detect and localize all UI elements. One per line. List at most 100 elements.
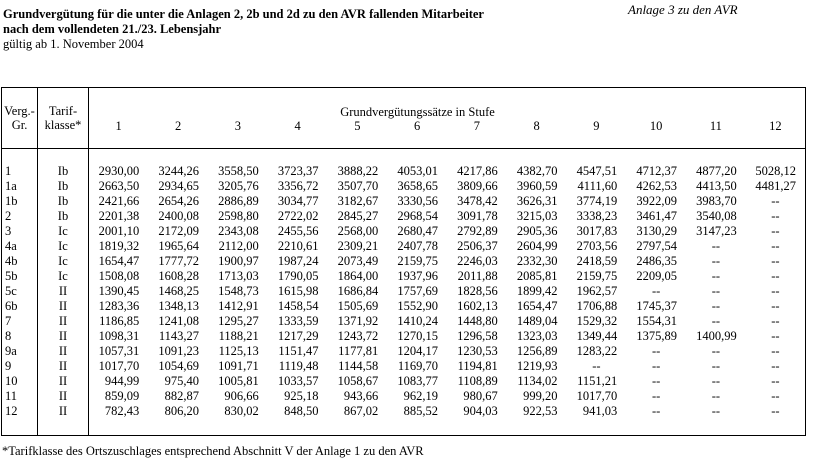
stufe-value-cell: 1091,71: [218, 358, 259, 373]
stufe-value-cell: 1151,21: [577, 373, 618, 388]
stufe-value-cell: 1757,69: [397, 283, 438, 298]
stufe-value-cell: 1937,96: [397, 268, 438, 283]
stufe-value-cell: 980,67: [463, 388, 498, 403]
stufe-value-cell: 922,53: [523, 403, 558, 418]
empty-value-cell: --: [711, 343, 721, 358]
tarifklasse-cell: Ib: [37, 193, 89, 209]
stufe-value-cell: 3809,66: [457, 178, 498, 193]
spacer-cell: [89, 419, 806, 436]
stufe-value-cell: 2159,75: [397, 253, 438, 268]
table-row-5c: 5c II 1390,45 1468,25 1548,73 1615,98 1686,84 1…: [1, 283, 806, 299]
empty-value-cell: --: [771, 253, 780, 268]
stufe-value-cell: 1230,53: [457, 343, 498, 358]
table-row-4a: 4a Ic 1819,32 1965,64 2112,00 2210,61 2309,21 2…: [1, 238, 806, 254]
empty-value-cell: --: [651, 388, 661, 403]
table-row-2: 2 Ib 2201,38 2400,08 2598,80 2722,02 2845,27 29…: [1, 208, 806, 224]
stufe-value-cell: 3658,65: [397, 178, 438, 193]
stufe-value-cell: 3558,50: [218, 163, 259, 178]
stufe-value-cell: 1371,92: [337, 313, 379, 328]
empty-value-cell: --: [651, 373, 661, 388]
stufe-value-cell: 1654,47: [98, 253, 140, 268]
stufe-value-cell: 3461,47: [636, 208, 677, 223]
stufe-value-cell: 2703,56: [576, 238, 618, 253]
empty-value-cell: --: [771, 403, 780, 418]
stufe-value-cell: 1790,05: [277, 268, 319, 283]
stufe-value-cell: 848,50: [284, 403, 319, 418]
stufe-value-cell: 1505,69: [337, 298, 379, 313]
stufe-value-cell: 1713,03: [218, 268, 259, 283]
stufe-value-cell: 3888,22: [337, 163, 379, 178]
empty-value-cell: --: [771, 388, 780, 403]
stufe-value-cell: 2797,54: [636, 238, 677, 253]
stufe-value-cell: 1900,97: [218, 253, 259, 268]
stufe-value-cell: 1194,81: [457, 358, 498, 373]
stufe-value-cell: 1108,89: [457, 373, 498, 388]
spacer-cell: [37, 148, 89, 164]
table-row-5b: 5b Ic 1508,08 1608,28 1713,03 1790,05 1864,00 1…: [1, 268, 806, 284]
stufe-value-cell: 2201,38: [98, 208, 140, 223]
tarifklasse-cell: II: [37, 403, 89, 419]
stufe-value-cell: 1554,31: [636, 313, 677, 328]
stufe-value-cell: 2934,65: [158, 178, 199, 193]
table-row-4b: 4b Ic 1654,47 1777,72 1900,97 1987,24 2073,49 2…: [1, 253, 806, 269]
header-stufe-8: 8: [506, 118, 567, 149]
header-stufe-4: 4: [267, 118, 328, 149]
annotation-top-right: Anlage 3 zu den AVR: [628, 2, 738, 17]
stufe-value-cell: 1134,02: [517, 373, 558, 388]
stufe-value-cell: 2418,59: [576, 253, 618, 268]
validity-date: gültig ab 1. November 2004: [3, 37, 144, 51]
header-tarifklasse-line1: Tarif-: [48, 104, 78, 118]
header-stufe-9: 9: [566, 118, 627, 149]
stufe-value-cell: 2309,21: [337, 238, 379, 253]
stufe-value-cell: 4382,70: [516, 163, 558, 178]
stufe-value-cell: 1962,57: [576, 283, 618, 298]
stufe-value-cell: 882,87: [164, 388, 199, 403]
stufe-value-cell: 3147,23: [696, 223, 737, 238]
stufe-value-cell: 3356,72: [277, 178, 319, 193]
stufe-value-cell: 2210,61: [277, 238, 319, 253]
header-stufe-1: 1: [88, 118, 149, 149]
tarifklasse-cell: Ic: [37, 223, 89, 239]
table-body: 1 Ib 2930,00 3244,26 3558,50 3723,37 3888,22 40…: [1, 148, 806, 436]
tarifklasse-cell: II: [37, 388, 89, 404]
stufe-value-cell: 1144,58: [338, 358, 379, 373]
stufe-value-cell: 1489,04: [516, 313, 558, 328]
header-stufe-6: 6: [387, 118, 447, 149]
verg-gr-cell: 1a: [1, 178, 38, 194]
table-row-6b: 6b II 1283,36 1348,13 1412,91 1458,54 1505,69 1…: [1, 298, 806, 314]
stufe-value-cell: 1058,67: [337, 373, 379, 388]
empty-value-cell: --: [711, 268, 721, 283]
verg-gr-cell: 2: [1, 208, 38, 224]
header-stufe-2: 2: [148, 118, 208, 149]
verg-gr-cell: 3: [1, 223, 38, 239]
stufe-value-cell: 1777,72: [158, 253, 199, 268]
stufe-value-cell: 1125,13: [218, 343, 259, 358]
spacer-row: [1, 418, 806, 436]
tarifklasse-cell: II: [37, 283, 89, 299]
tarifklasse-cell: II: [37, 298, 89, 314]
stufe-value-cell: 1333,59: [277, 313, 319, 328]
header-stufe-7: 7: [447, 118, 507, 149]
header-stufen-numbers: 1 2 3 4 5 6 7 8 9 10 11 12: [2, 118, 806, 149]
header-stufen-title-text: Grundvergütungssätze in Stufe: [340, 104, 495, 119]
stufe-value-cell: 925,18: [284, 388, 319, 403]
stufe-value-cell: 3338,23: [576, 208, 618, 223]
stufe-value-cell: 1608,28: [158, 268, 199, 283]
header-verg-gr-line1: Verg.-: [4, 104, 35, 118]
spacer-cell: [1, 148, 38, 164]
stufe-value-cell: 3130,29: [636, 223, 677, 238]
header-stufe-5: 5: [327, 118, 388, 149]
stufe-value-cell: 1448,80: [457, 313, 498, 328]
stufe-value-cell: 2905,36: [516, 223, 558, 238]
stufe-value-cell: 3215,03: [516, 208, 558, 223]
stufe-value-cell: 1899,42: [516, 283, 558, 298]
stufe-value-cell: 1091,23: [158, 343, 199, 358]
stufe-value-cell: 1400,99: [696, 328, 737, 343]
stufe-value-cell: 3774,19: [576, 193, 618, 208]
stufe-value-cell: 3478,42: [457, 193, 498, 208]
table-row-10: 10 II 944,99 975,40 1005,81 1033,57 1058,67 108…: [1, 373, 806, 389]
stufe-value-cell: 1375,89: [636, 328, 677, 343]
stufe-value-cell: 2886,89: [218, 193, 259, 208]
tarifklasse-cell: Ic: [37, 253, 89, 269]
stufe-value-cell: 1119,48: [278, 358, 319, 373]
